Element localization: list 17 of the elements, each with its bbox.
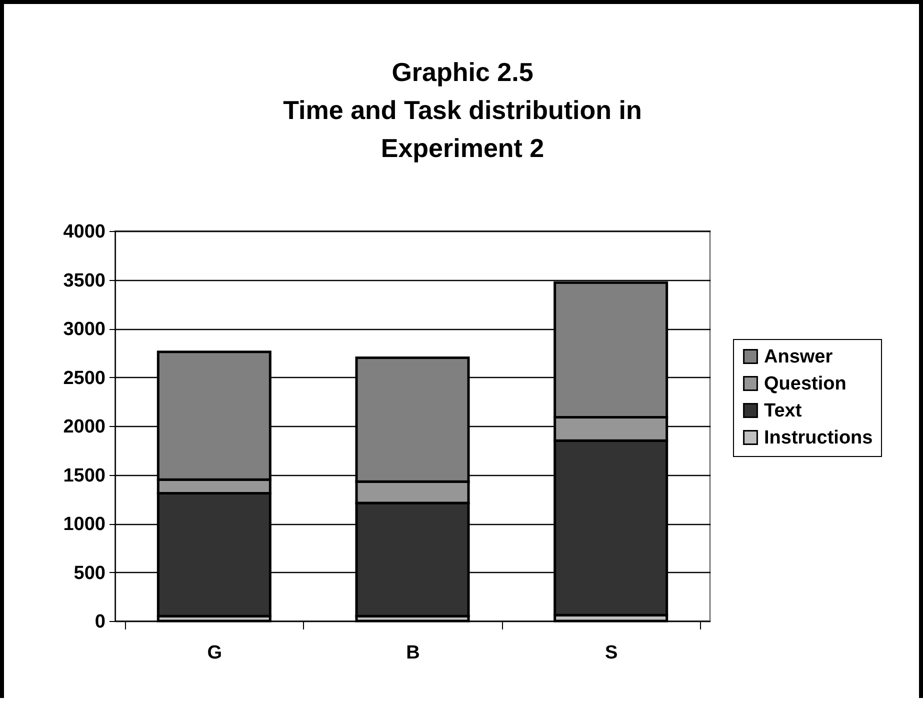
- y-tick-label: 3500: [63, 270, 106, 292]
- x-tick-label: G: [207, 642, 222, 664]
- y-tick-label: 4000: [63, 222, 106, 242]
- y-tick-label: 2000: [63, 416, 106, 438]
- y-tick-label: 2500: [63, 368, 106, 389]
- y-tick-label: 3000: [63, 319, 106, 340]
- y-tick-label: 1500: [63, 465, 106, 486]
- y-tick-label: 1000: [63, 514, 106, 535]
- x-tick-label: B: [406, 642, 420, 664]
- legend-label: Text: [764, 400, 802, 422]
- x-tick-label: S: [604, 642, 618, 664]
- chart-title: Graphic 2.5 Time and Task distribution in Experiment 2: [283, 57, 642, 163]
- y-tick-label: 500: [74, 562, 106, 584]
- legend-label: Question: [764, 374, 846, 394]
- legend-label: Instructions: [764, 428, 873, 448]
- legend-label: Answer: [764, 346, 834, 368]
- y-tick-label: 0: [94, 612, 106, 632]
